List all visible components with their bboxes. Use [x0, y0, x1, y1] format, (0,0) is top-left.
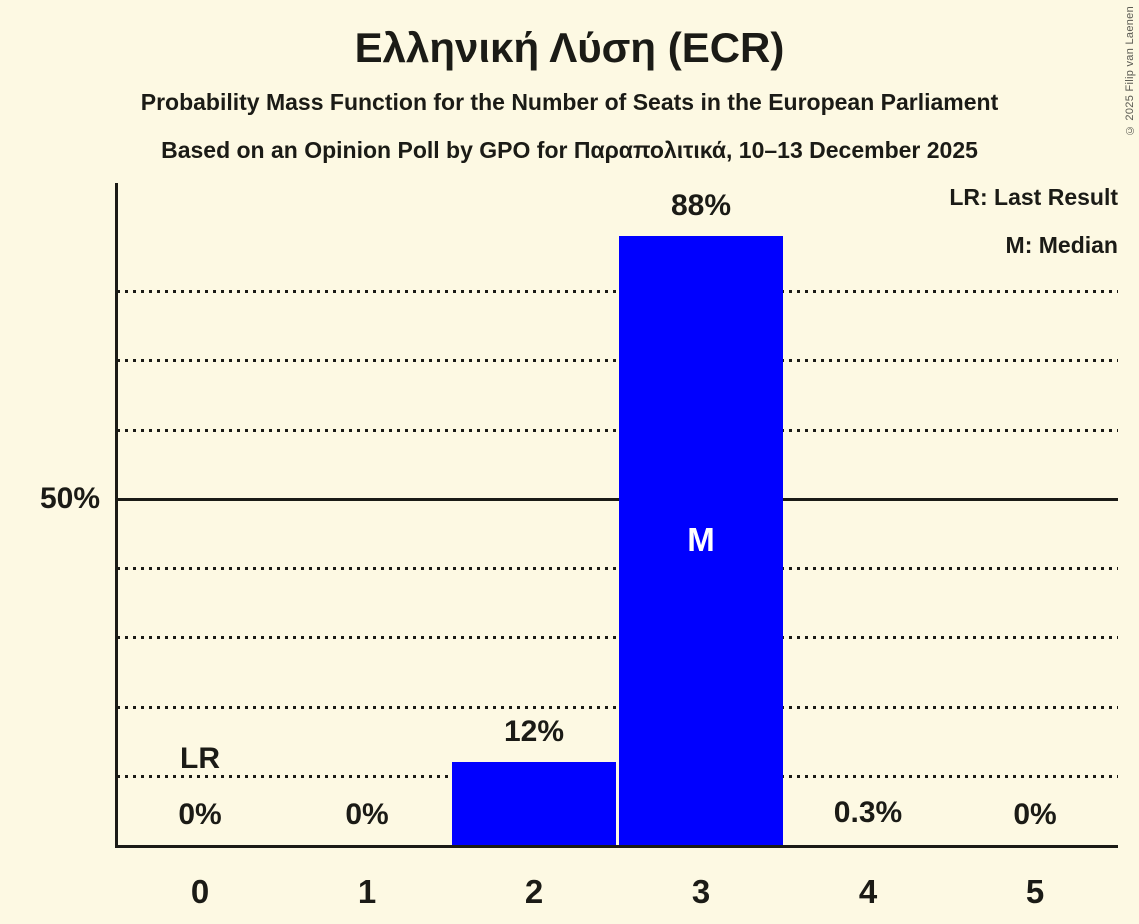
gridline-major — [117, 498, 1118, 501]
bar-seats-3 — [619, 236, 783, 845]
median-marker: M — [687, 521, 715, 558]
gridline — [117, 706, 1118, 709]
x-axis-tick-label: 3 — [691, 873, 711, 910]
gridline — [117, 567, 1118, 570]
bar-value-label: 0% — [178, 798, 222, 831]
chart-title: Ελληνική Λύση (ECR) — [354, 24, 785, 71]
gridline — [117, 636, 1118, 639]
bar-value-label: 0% — [345, 798, 389, 831]
bar-value-label: 88% — [670, 189, 732, 222]
x-axis-tick-label: 0 — [190, 873, 210, 910]
x-axis-tick-label: 2 — [524, 873, 544, 910]
last-result-marker: LR — [180, 742, 220, 775]
x-axis-tick-label: 1 — [357, 873, 377, 910]
y-axis-line — [115, 183, 118, 848]
gridline — [117, 290, 1118, 293]
legend-last-result: LR: Last Result — [949, 184, 1118, 210]
bar-value-label: 0.3% — [833, 796, 903, 829]
legend-median: M: Median — [1005, 232, 1118, 258]
gridline — [117, 359, 1118, 362]
bar-seats-2 — [452, 762, 616, 845]
y-axis-tick-label: 50% — [39, 482, 100, 515]
x-axis-line — [115, 845, 1118, 848]
gridline — [117, 429, 1118, 432]
x-axis-tick-label: 5 — [1025, 873, 1045, 910]
legend: LR: Last Result M: Median — [949, 184, 1118, 258]
gridline — [117, 775, 1118, 778]
bar-value-label: 0% — [1013, 798, 1057, 831]
bar-value-label: 12% — [503, 715, 565, 748]
chart-subtitle: Probability Mass Function for the Number… — [140, 89, 999, 115]
chart-subtitle-source: Based on an Opinion Poll by GPO for Παρα… — [161, 137, 978, 163]
x-axis-tick-label: 4 — [858, 873, 878, 910]
